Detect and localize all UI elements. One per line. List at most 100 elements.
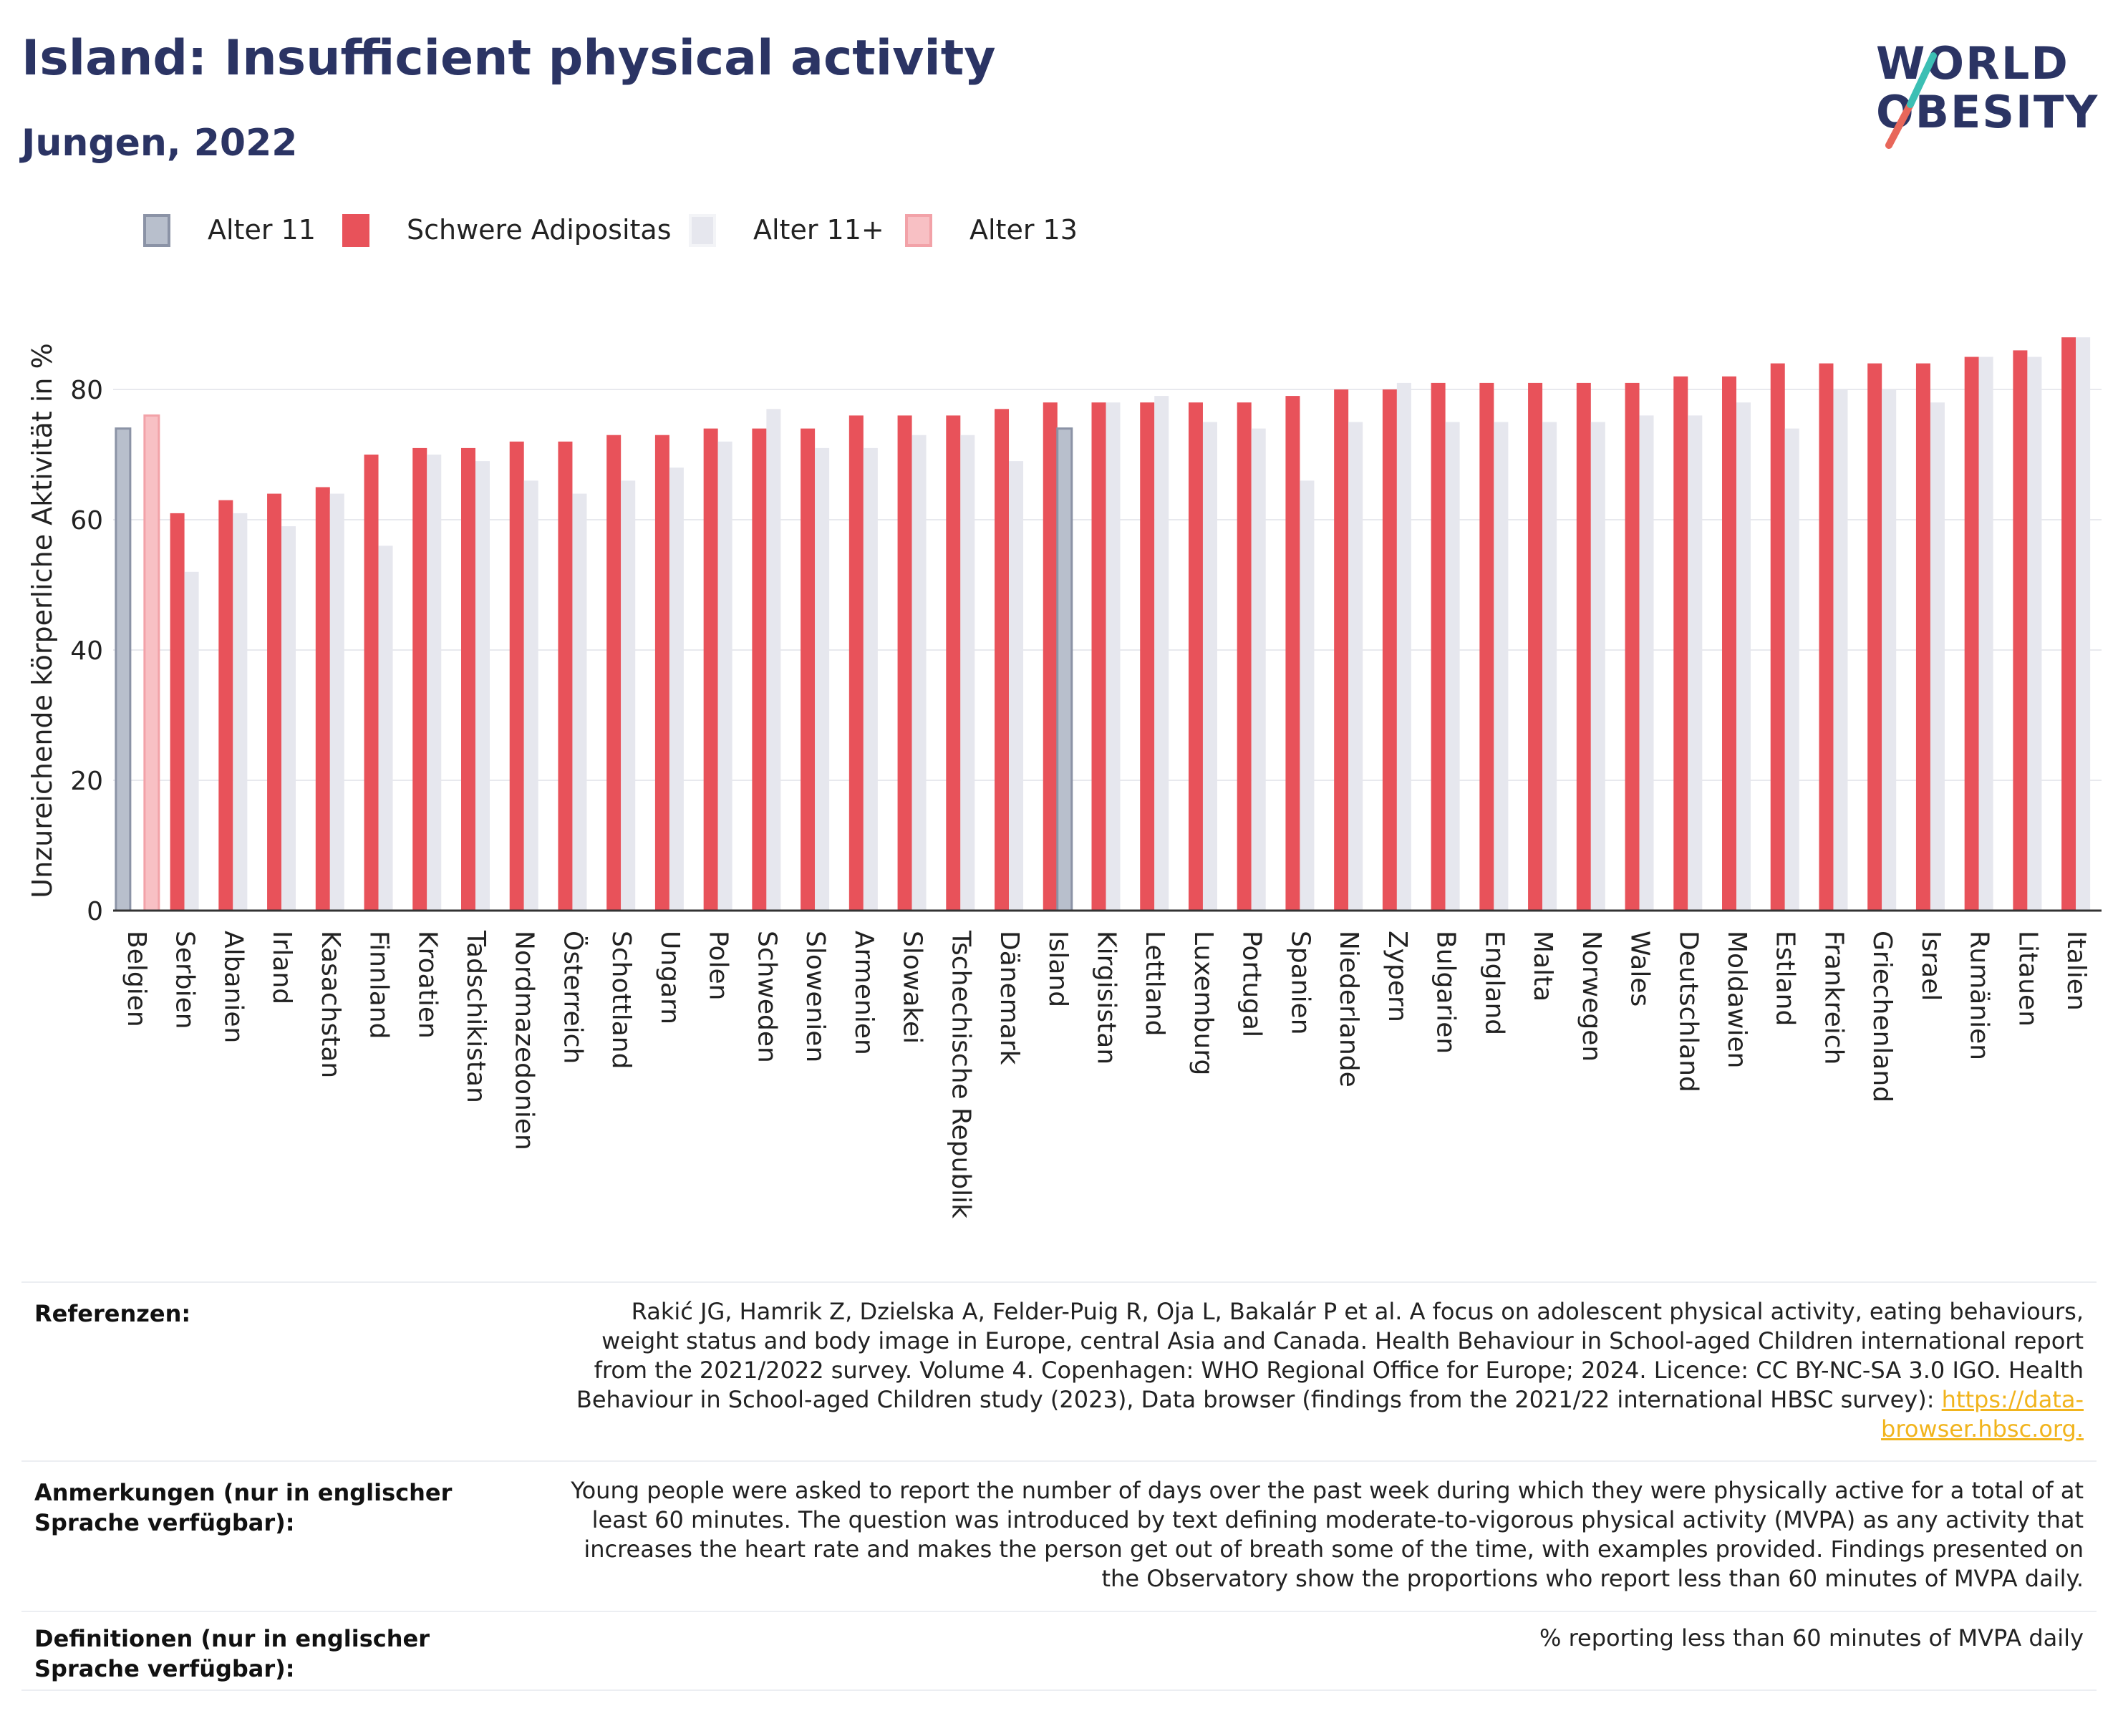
bar-schwere-adipositas (1285, 396, 1300, 911)
x-tick-label: Serbien (170, 931, 200, 1029)
definitions-text: % reporting less than 60 minutes of MVPA… (1539, 1624, 2084, 1652)
bar-schwere-adipositas (801, 428, 816, 911)
bar-alter-11- (1833, 389, 1848, 911)
bar-alter-11- (2076, 337, 2091, 911)
bar-alter-11- (233, 513, 248, 911)
x-tick-label: Estland (1771, 931, 1800, 1026)
x-tick-label: Zypern (1383, 931, 1412, 1022)
references-label: Referenzen: (34, 1300, 191, 1327)
bar-alter-11- (1882, 389, 1897, 911)
bar-schwere-adipositas (1819, 363, 1834, 911)
bar-alter-11- (766, 409, 781, 911)
bar-alter-11 (115, 427, 132, 912)
bar-schwere-adipositas (218, 500, 233, 911)
bar-alter-11- (1251, 428, 1266, 911)
bar-alter-11- (1736, 402, 1751, 911)
x-tick-label: Norwegen (1577, 931, 1606, 1062)
bar-alter-11- (1494, 422, 1509, 911)
bar-schwere-adipositas (1528, 382, 1543, 911)
x-tick-label: Kasachstan (316, 931, 345, 1078)
x-tick-label: Island (1043, 931, 1073, 1007)
bar-schwere-adipositas (1382, 389, 1397, 911)
bar-schwere-adipositas (1091, 402, 1106, 911)
bar-alter-11- (1784, 428, 1799, 911)
bar-schwere-adipositas (460, 447, 475, 911)
bar-schwere-adipositas (1915, 363, 1930, 911)
x-tick-label: Irland (267, 931, 296, 1004)
bar-schwere-adipositas (1043, 402, 1058, 911)
x-tick-label: Tschechische Republik (946, 930, 975, 1218)
bar-alter-11- (1202, 422, 1217, 911)
bar-schwere-adipositas (1140, 402, 1155, 911)
bar-schwere-adipositas (267, 493, 282, 911)
x-tick-label: Luxemburg (1189, 931, 1218, 1075)
bar-alter-11- (1154, 396, 1169, 911)
bar-schwere-adipositas (170, 513, 185, 911)
bar-schwere-adipositas (1431, 382, 1446, 911)
y-tick-label: 60 (70, 506, 103, 535)
bar-schwere-adipositas (1964, 357, 1979, 911)
x-tick-label: Frankreich (1819, 931, 1848, 1065)
legend-swatch-alter-11 (143, 214, 170, 247)
y-axis-label: Unzureichende körperliche Aktivität in % (26, 343, 58, 898)
logo-line-1: WORLD (1876, 37, 2069, 89)
legend-swatch-alter-13 (905, 214, 932, 247)
notes-text: Young people were asked to report the nu… (571, 1477, 2084, 1592)
references-body: Rakić JG, Hamrik Z, Dzielska A, Felder-P… (576, 1298, 2084, 1413)
x-tick-label: Malta (1528, 931, 1557, 1002)
hbsc-link[interactable]: https://data-browser.hbsc.org. (1881, 1386, 2084, 1442)
references-text: Rakić JG, Hamrik Z, Dzielska A, Felder-P… (551, 1297, 2084, 1444)
bar-chart: 0 20 40 60 80 Unzureichende körperliche Aktiv… (26, 337, 2102, 1218)
bar-alter-11 (1056, 427, 1073, 912)
world-obesity-logo: WORLD OBESITY (1869, 27, 2105, 156)
x-tick-label: Schweden (752, 931, 781, 1063)
x-tick-label: Slowenien (801, 931, 830, 1062)
bar-alter-11- (669, 467, 684, 911)
bar-schwere-adipositas (509, 441, 524, 911)
bar-schwere-adipositas (752, 428, 767, 911)
definitions-row: Definitionen (nur in englischer Sprache … (21, 1611, 2097, 1691)
bar-schwere-adipositas (1188, 402, 1203, 911)
bar-alter-11- (960, 435, 975, 911)
bar-alter-11- (281, 526, 296, 911)
x-tick-label: Wales (1625, 931, 1655, 1007)
legend-label: Alter 11 (208, 214, 316, 246)
page-title: Island: Insufficient physical activity (21, 30, 996, 87)
bar-alter-11- (863, 447, 878, 911)
bar-schwere-adipositas (1673, 376, 1688, 911)
y-tick-label: 80 (70, 376, 103, 405)
bar-alter-11- (1106, 402, 1121, 911)
x-tick-label: Armenien (849, 931, 879, 1055)
bar-schwere-adipositas (558, 441, 573, 911)
bar-schwere-adipositas (1770, 363, 1785, 911)
x-tick-label: Kroatien (412, 931, 442, 1039)
bar-schwere-adipositas (2013, 350, 2028, 911)
x-tick-label: Finnland (364, 931, 394, 1039)
bar-alter-11- (378, 545, 393, 911)
bar-schwere-adipositas (654, 435, 669, 911)
legend-swatch-schwere-adipositas (342, 214, 369, 247)
bar-schwere-adipositas (315, 487, 330, 911)
x-tick-label: Kirgisistan (1092, 931, 1121, 1065)
x-tick-label: Moldawien (1722, 931, 1751, 1068)
y-tick-label: 40 (70, 636, 103, 666)
bar-alter-11- (1930, 402, 1945, 911)
x-tick-label: Bulgarien (1431, 931, 1461, 1054)
bar-alter-11- (475, 461, 490, 911)
bar-schwere-adipositas (1867, 363, 1882, 911)
y-tick-label: 20 (70, 767, 103, 796)
bar-alter-11- (1300, 480, 1315, 911)
bar-alter-11- (1542, 422, 1557, 911)
bar-schwere-adipositas (1722, 376, 1737, 911)
legend-label: Alter 13 (969, 214, 1078, 246)
bar-alter-13 (143, 414, 160, 912)
x-tick-label: Ungarn (655, 931, 685, 1024)
notes-label: Anmerkungen (nur in englischer Sprache v… (34, 1479, 453, 1536)
legend-label: Schwere Adipositas (407, 214, 672, 246)
definitions-label: Definitionen (nur in englischer Sprache … (34, 1625, 430, 1682)
references-row: Referenzen: Rakić JG, Hamrik Z, Dzielska… (21, 1281, 2097, 1460)
x-tick-label: Griechenland (1867, 931, 1897, 1102)
notes-row: Anmerkungen (nur in englischer Sprache v… (21, 1460, 2097, 1611)
x-tick-label: Lettland (1140, 931, 1169, 1037)
bar-schwere-adipositas (1479, 382, 1494, 911)
